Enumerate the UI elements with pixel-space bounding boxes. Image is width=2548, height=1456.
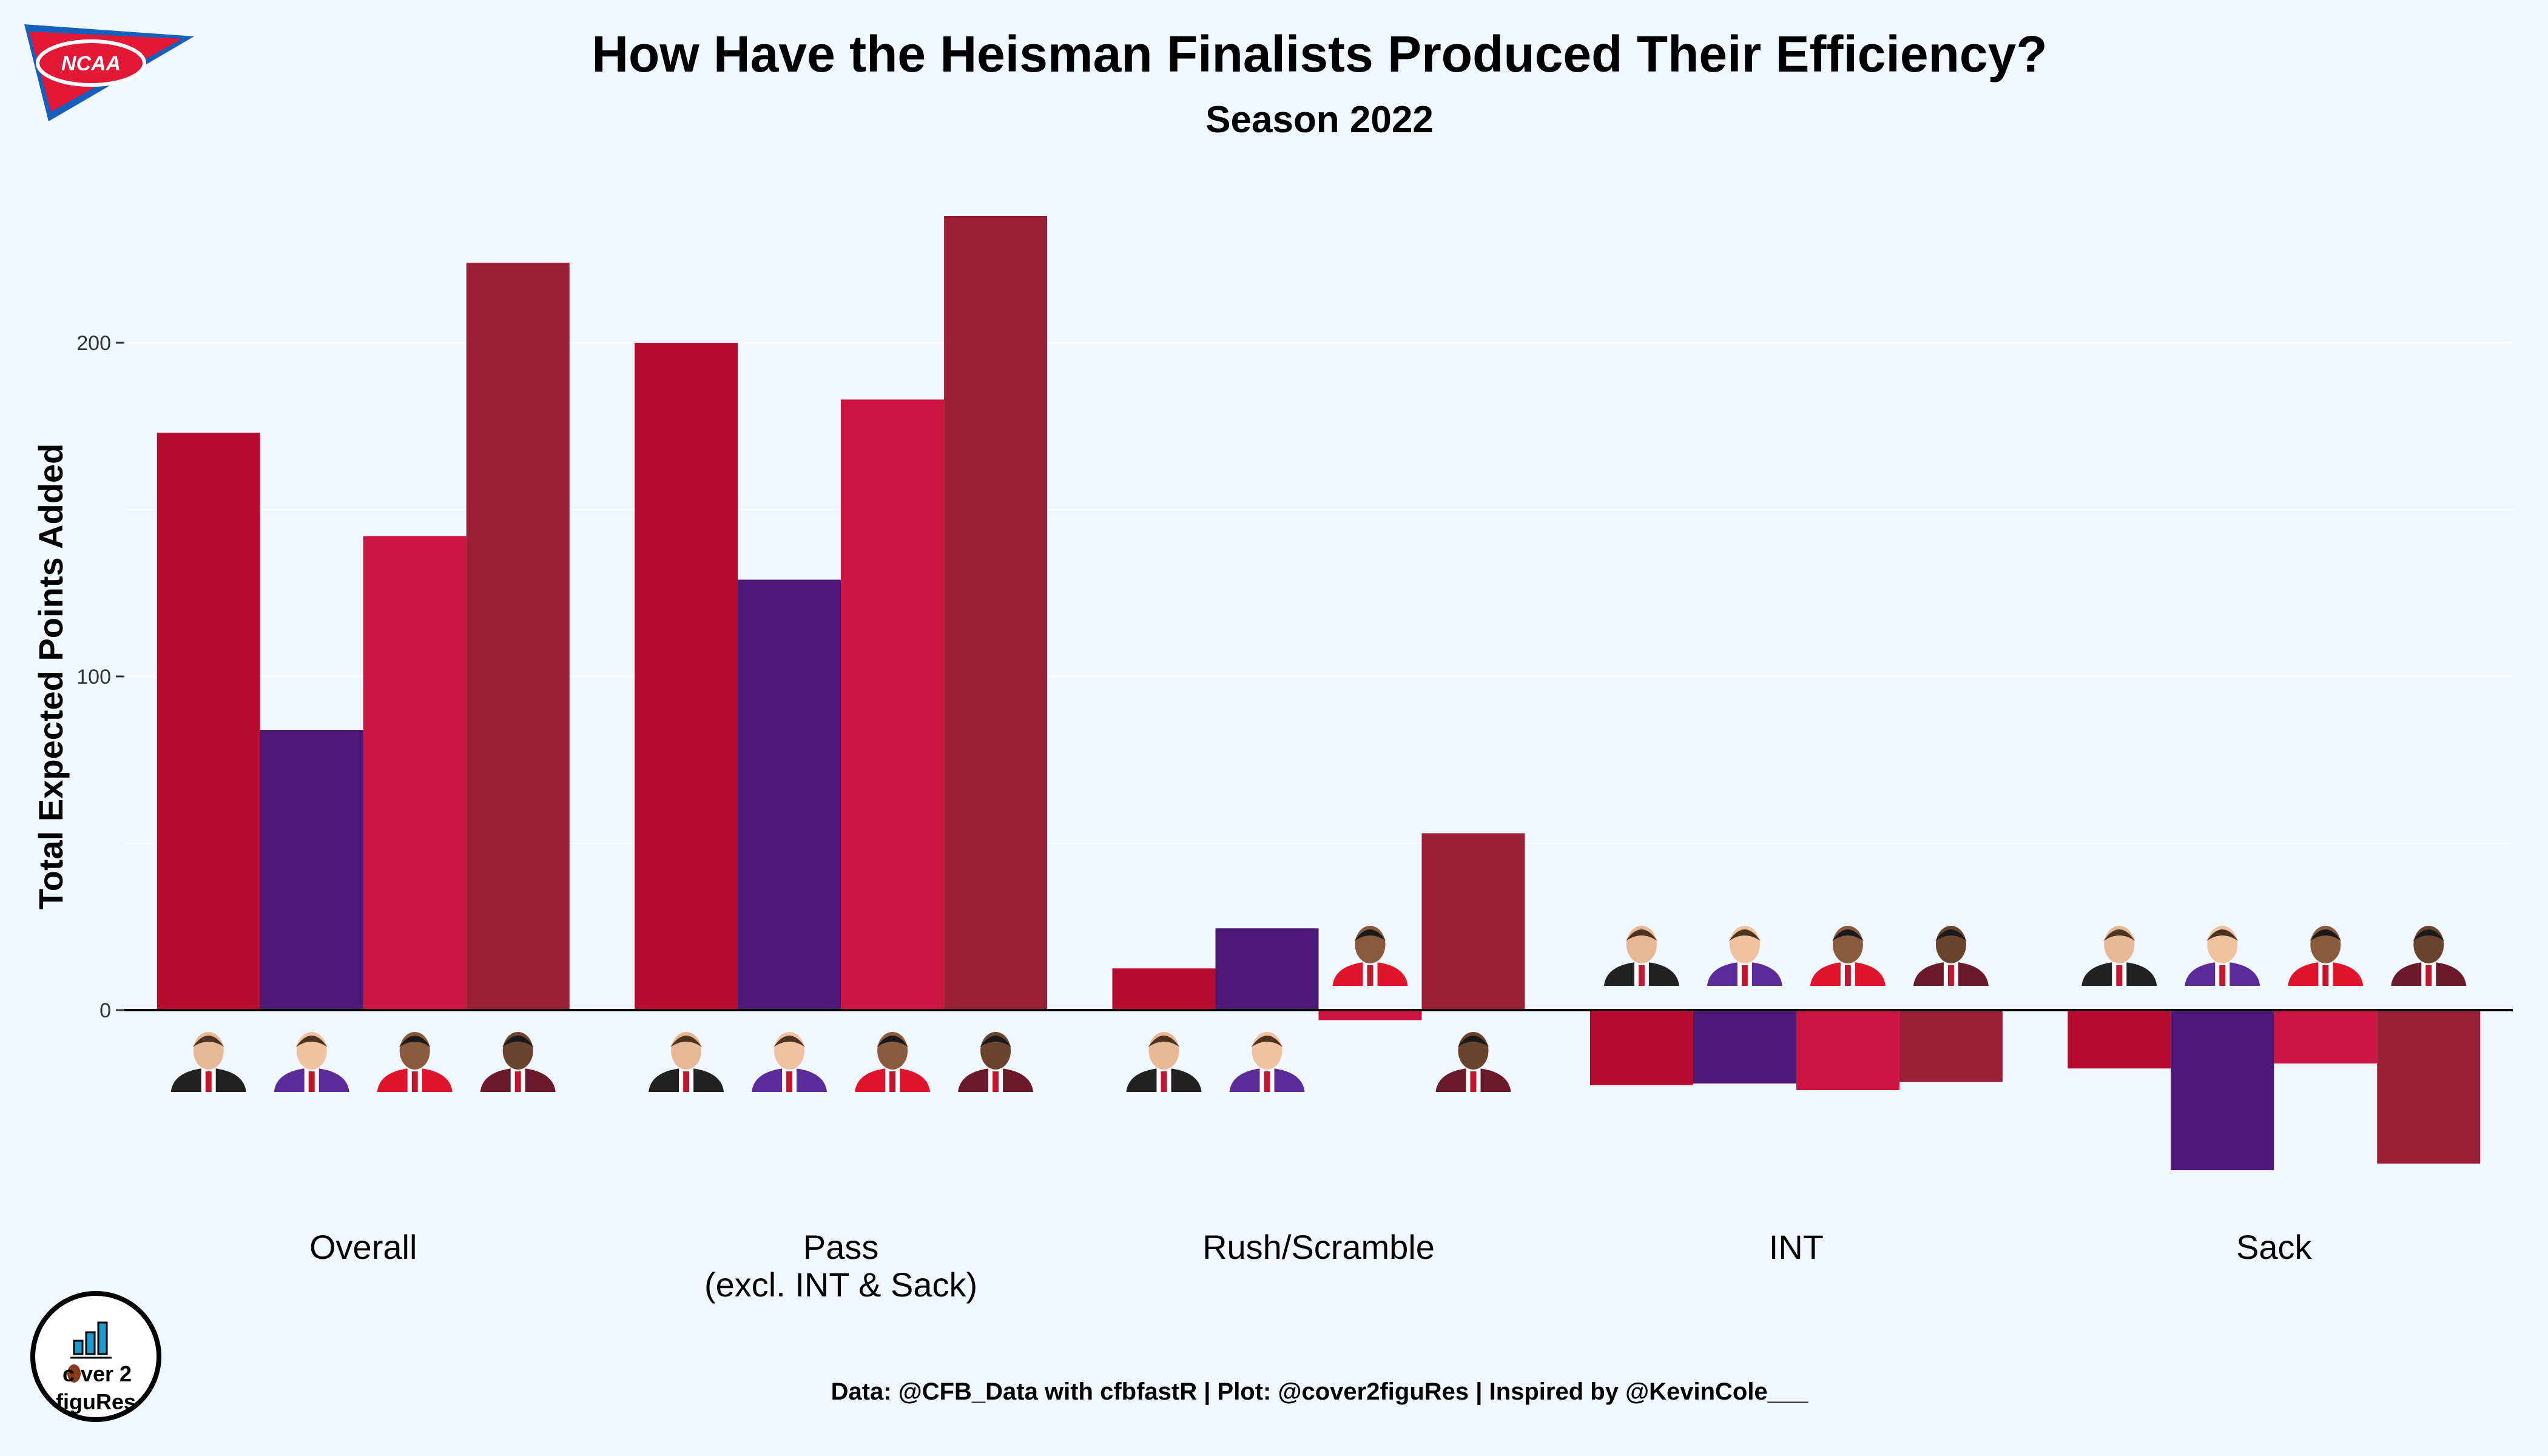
bar — [1796, 1010, 1899, 1090]
player-headshot — [170, 1032, 246, 1092]
player-headshot — [1603, 926, 1679, 986]
player-headshot — [649, 1032, 724, 1092]
caption: Data: @CFB_Data with cfbfastR | Plot: @c… — [831, 1378, 1809, 1405]
player-headshot — [1332, 926, 1408, 986]
brand-badge: c ver 2 figuRes — [30, 1291, 161, 1422]
bar — [2068, 1010, 2171, 1069]
bar — [1589, 1010, 1693, 1085]
football-icon — [67, 1364, 81, 1383]
player-headshot — [2391, 926, 2467, 986]
brand-bar-icon — [85, 1331, 96, 1355]
player-headshot — [1913, 926, 1989, 986]
brand-line-1: c ver 2 — [62, 1361, 132, 1386]
y-axis-label: Total Expected Points Added — [32, 443, 70, 910]
player-headshot — [958, 1032, 1034, 1092]
ncaa-logo: NCAA — [24, 24, 194, 121]
player-headshot — [855, 1032, 931, 1092]
player-headshot — [752, 1032, 827, 1092]
bar — [1215, 928, 1319, 1010]
player-headshot — [1707, 926, 1782, 986]
brand-circle — [30, 1291, 161, 1422]
player-headshot — [2185, 926, 2260, 986]
y-tick-label: 0 — [99, 999, 111, 1022]
bar — [1112, 968, 1216, 1010]
bar — [738, 579, 841, 1010]
player-headshot — [2081, 926, 2157, 986]
bar — [944, 216, 1048, 1010]
brand-bar-icon — [97, 1321, 108, 1355]
bar — [1421, 833, 1525, 1010]
player-headshot — [377, 1032, 453, 1092]
ncaa-logo-text: NCAA — [61, 52, 121, 75]
player-headshot — [1229, 1032, 1305, 1092]
x-category-label: (excl. INT & Sack) — [704, 1266, 977, 1304]
player-headshot — [2288, 926, 2364, 986]
player-headshot — [1126, 1032, 1202, 1092]
bar — [2377, 1010, 2481, 1164]
player-headshot — [480, 1032, 556, 1092]
x-category-label: Rush/Scramble — [1202, 1228, 1435, 1266]
bar — [1318, 1010, 1422, 1020]
bar — [466, 263, 570, 1010]
x-category-label: Overall — [309, 1228, 417, 1266]
chart-subtitle: Season 2022 — [1205, 99, 1434, 141]
bars — [157, 216, 2481, 1170]
bar — [260, 730, 363, 1010]
chart-title: How Have the Heisman Finalists Produced … — [592, 25, 2047, 83]
player-headshot — [1810, 926, 1886, 986]
bar — [363, 536, 467, 1010]
x-category-label: INT — [1769, 1228, 1824, 1266]
y-tick-label: 100 — [76, 666, 111, 689]
axes: 0 100 200 Overall Pass(excl. INT & Sack) Rush… — [76, 332, 2513, 1304]
bar — [2171, 1010, 2274, 1170]
x-category-label: Pass — [803, 1228, 879, 1266]
y-tick-label: 200 — [76, 332, 111, 355]
player-headshots — [170, 926, 2467, 1092]
player-headshot — [274, 1032, 349, 1092]
brand-bar-icon — [73, 1340, 84, 1355]
bar — [1899, 1010, 2003, 1082]
bar — [841, 399, 945, 1010]
bar — [1693, 1010, 1796, 1084]
bar — [2274, 1010, 2378, 1063]
x-category-label: Sack — [2236, 1228, 2312, 1266]
player-headshot — [1435, 1032, 1511, 1092]
bar — [635, 343, 738, 1010]
brand-line-2: figuRes — [56, 1389, 136, 1414]
bar — [157, 433, 260, 1010]
